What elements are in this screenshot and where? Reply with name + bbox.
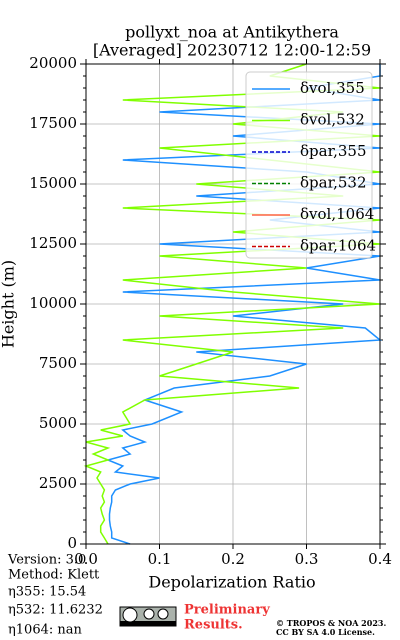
y-tick-label: 15000 <box>29 174 77 192</box>
legend-label: δvol,532 <box>300 111 365 129</box>
copyright-text: © TROPOS & NOA 2023. <box>276 618 386 628</box>
y-axis-label: Height (m) <box>0 260 18 348</box>
y-tick-label: 12500 <box>29 234 77 252</box>
cc-logo <box>119 606 177 627</box>
footer-text: Method: Klett <box>8 568 100 583</box>
x-axis-label: Depolarization Ratio <box>148 573 315 592</box>
footer-text: η532: 11.6232 <box>8 603 103 618</box>
y-tick-label: 20000 <box>29 54 77 72</box>
legend-label: δpar,1064 <box>300 237 376 255</box>
legend-label: δvol,355 <box>300 79 365 97</box>
legend-label: δpar,532 <box>300 174 367 192</box>
y-tick-label: 2500 <box>39 474 77 492</box>
footer-info: Version: 3.0 Method: Klett η355: 15.54 η… <box>7 553 103 638</box>
x-tick-label: 0.1 <box>148 550 172 568</box>
preliminary-text: Results. <box>184 618 243 633</box>
x-tick-label: 0.4 <box>368 550 392 568</box>
x-tick-label: 0.2 <box>221 550 245 568</box>
footer-text: η1064: nan <box>8 623 83 638</box>
footer-text: Version: 3.0 <box>7 553 86 568</box>
chart-title: [Averaged] 20230712 12:00-12:59 <box>93 41 371 60</box>
profile-line <box>105 64 382 545</box>
y-tick-label: 0 <box>67 534 77 552</box>
y-tick-label: 10000 <box>29 294 77 312</box>
copyright-text: CC BY SA 4.0 License. <box>276 627 375 637</box>
x-tick-label: 0.3 <box>295 550 319 568</box>
y-tick-label: 5000 <box>39 414 77 432</box>
legend-label: δvol,1064 <box>300 205 374 223</box>
legend-label: δpar,355 <box>300 142 367 160</box>
preliminary-text: Preliminary <box>184 603 270 618</box>
y-tick-label: 7500 <box>39 354 77 372</box>
chart-title: pollyxt_noa at Antikythera <box>125 23 339 42</box>
x-tick-label: 0.0 <box>74 550 98 568</box>
plot-frame <box>85 63 381 545</box>
footer-text: η355: 15.54 <box>8 585 86 600</box>
legend-box <box>245 71 373 259</box>
y-tick-label: 17500 <box>29 114 77 132</box>
